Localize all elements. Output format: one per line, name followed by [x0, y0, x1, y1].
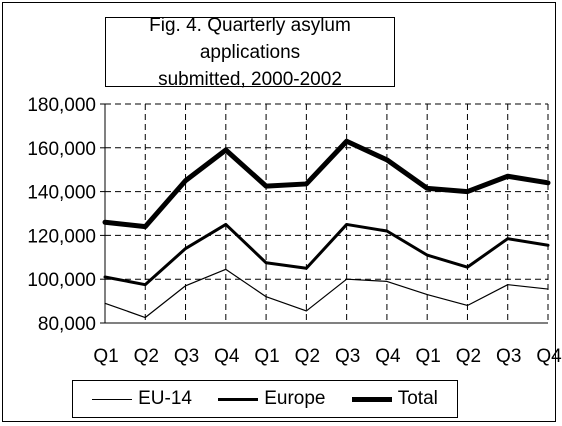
x-tick-label: Q4	[536, 346, 562, 367]
x-tick-label: Q2	[134, 346, 159, 367]
x-tick-label: Q1	[254, 346, 279, 367]
x-tick-label: Q3	[496, 346, 521, 367]
legend-swatch-eu14	[92, 398, 133, 400]
legend-label-europe: Europe	[264, 388, 326, 409]
grid-lines	[104, 103, 549, 324]
x-tick-label: Q4	[375, 346, 401, 367]
legend: EU-14 Europe Total	[72, 380, 458, 418]
x-tick-label: Q4	[214, 346, 240, 367]
chart-title-line-2: submitted, 2000-2002	[158, 68, 342, 90]
y-tick-label: 140,000	[27, 183, 96, 204]
x-tick-label: Q2	[456, 346, 481, 367]
y-axis-ticks: 80,000 100,000 120,000 140,000 160,000 180,00…	[27, 95, 105, 335]
y-tick-label: 100,000	[27, 270, 96, 291]
series-lines	[102, 138, 551, 319]
legend-label-total: Total	[397, 388, 438, 409]
x-axis-ticks: Q1 Q2 Q3 Q4 Q1 Q2 Q3 Q4 Q1 Q2 Q3 Q4	[93, 346, 562, 367]
legend-label-eu14: EU-14	[138, 388, 192, 409]
legend-item-eu14: EU-14	[92, 388, 192, 410]
y-tick-label: 180,000	[27, 95, 96, 116]
series-line-eu14	[104, 268, 549, 319]
x-tick-label: Q1	[416, 346, 441, 367]
y-tick-label: 120,000	[27, 226, 96, 247]
x-tick-label: Q2	[295, 346, 320, 367]
legend-swatch-europe	[218, 397, 259, 401]
x-tick-label: Q1	[93, 346, 118, 367]
x-tick-label: Q3	[174, 346, 199, 367]
series-line-total	[102, 138, 551, 230]
y-tick-label: 80,000	[38, 314, 96, 335]
chart-title-line-1: Fig. 4. Quarterly asylum applications	[149, 14, 351, 63]
y-tick-label: 160,000	[27, 139, 96, 160]
legend-item-europe: Europe	[218, 388, 325, 410]
chart-title: Fig. 4. Quarterly asylum applications su…	[105, 15, 395, 90]
x-tick-label: Q3	[335, 346, 360, 367]
series-line-europe	[103, 222, 550, 287]
legend-item-total: Total	[351, 388, 438, 410]
legend-swatch-total	[351, 396, 392, 402]
